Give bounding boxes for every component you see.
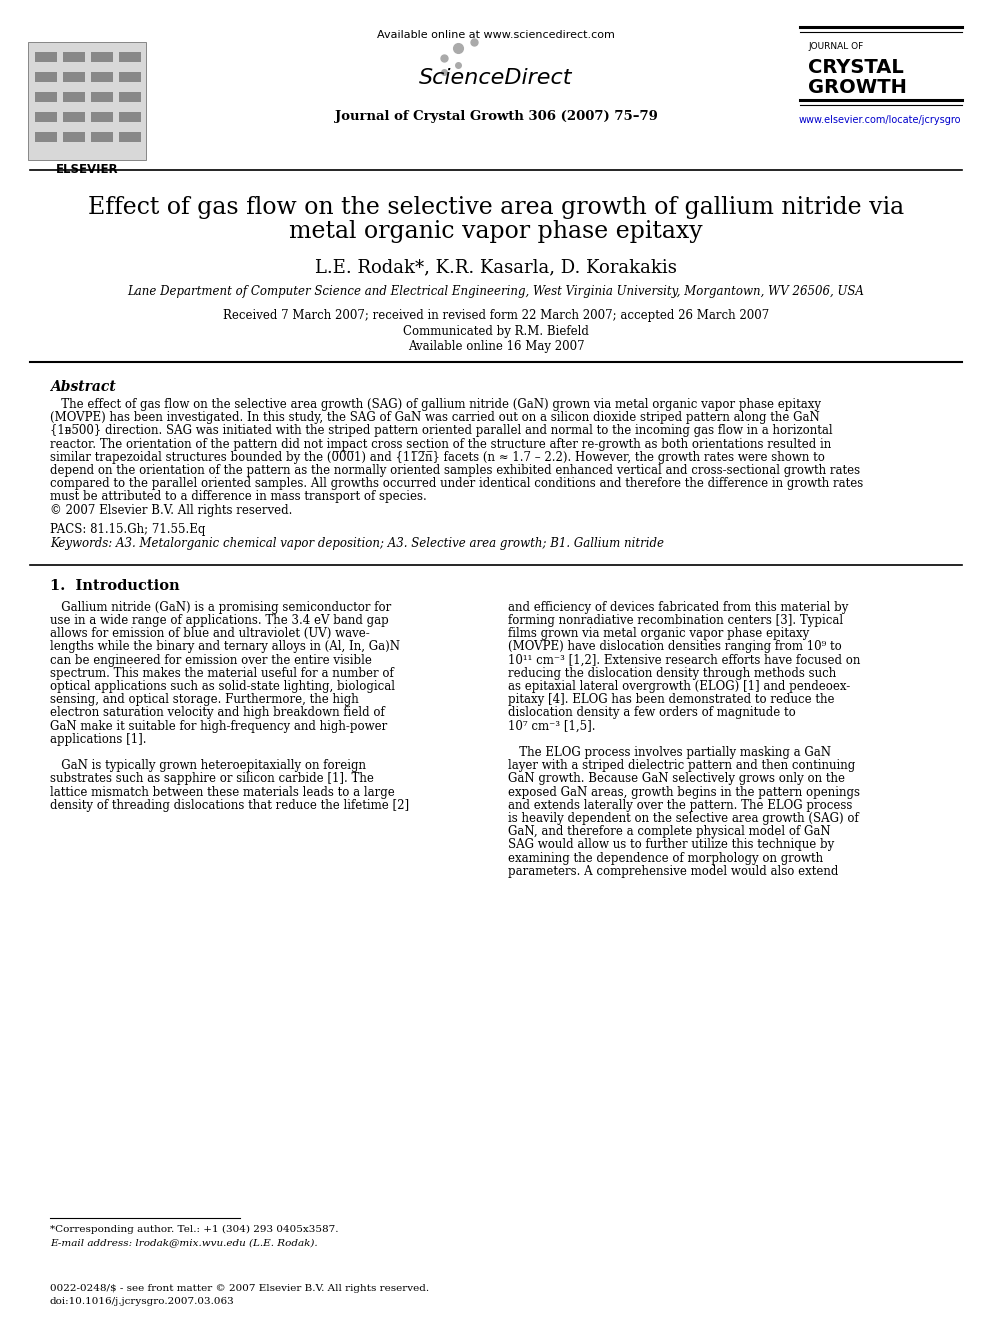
Bar — [91, 52, 113, 62]
Text: GaN make it suitable for high-frequency and high-power: GaN make it suitable for high-frequency … — [50, 720, 387, 733]
Text: as epitaxial lateral overgrowth (ELOG) [1] and pendeoex-: as epitaxial lateral overgrowth (ELOG) [… — [508, 680, 850, 693]
Text: lengths while the binary and ternary alloys in (Al, In, Ga)N: lengths while the binary and ternary all… — [50, 640, 400, 654]
Text: ELSEVIER: ELSEVIER — [56, 163, 118, 176]
Text: {1ᴃ5̅00} direction. SAG was initiated with the striped pattern oriented parallel: {1ᴃ5̅00} direction. SAG was initiated wi… — [50, 425, 832, 438]
Bar — [119, 52, 141, 62]
Text: forming nonradiative recombination centers [3]. Typical: forming nonradiative recombination cente… — [508, 614, 843, 627]
Text: GaN, and therefore a complete physical model of GaN: GaN, and therefore a complete physical m… — [508, 826, 830, 839]
Text: lattice mismatch between these materials leads to a large: lattice mismatch between these materials… — [50, 786, 395, 799]
Text: Received 7 March 2007; received in revised form 22 March 2007; accepted 26 March: Received 7 March 2007; received in revis… — [223, 310, 769, 321]
Text: GaN is typically grown heteroepitaxially on foreign: GaN is typically grown heteroepitaxially… — [50, 759, 366, 773]
Bar — [35, 93, 57, 102]
Text: Abstract: Abstract — [50, 380, 116, 394]
Text: reactor. The orientation of the pattern did not impact cross section of the stru: reactor. The orientation of the pattern … — [50, 438, 831, 451]
Bar — [35, 132, 57, 142]
Bar — [91, 112, 113, 122]
Text: spectrum. This makes the material useful for a number of: spectrum. This makes the material useful… — [50, 667, 394, 680]
Text: examining the dependence of morphology on growth: examining the dependence of morphology o… — [508, 852, 823, 865]
Text: applications [1].: applications [1]. — [50, 733, 147, 746]
Text: Available online at www.sciencedirect.com: Available online at www.sciencedirect.co… — [377, 30, 615, 40]
Text: exposed GaN areas, growth begins in the pattern openings: exposed GaN areas, growth begins in the … — [508, 786, 860, 799]
Text: Keywords: A3. Metalorganic chemical vapor deposition; A3. Selective area growth;: Keywords: A3. Metalorganic chemical vapo… — [50, 537, 664, 550]
Text: Effect of gas flow on the selective area growth of gallium nitride via: Effect of gas flow on the selective area… — [88, 196, 904, 220]
Bar — [35, 52, 57, 62]
Text: use in a wide range of applications. The 3.4 eV band gap: use in a wide range of applications. The… — [50, 614, 389, 627]
Text: GROWTH: GROWTH — [808, 78, 907, 97]
Bar — [63, 112, 85, 122]
Bar — [35, 71, 57, 82]
Text: allows for emission of blue and ultraviolet (UV) wave-: allows for emission of blue and ultravio… — [50, 627, 370, 640]
Text: depend on the orientation of the pattern as the normally oriented samples exhibi: depend on the orientation of the pattern… — [50, 464, 860, 478]
Text: doi:10.1016/j.jcrysgro.2007.03.063: doi:10.1016/j.jcrysgro.2007.03.063 — [50, 1297, 235, 1306]
Text: and efficiency of devices fabricated from this material by: and efficiency of devices fabricated fro… — [508, 601, 848, 614]
Text: 1.  Introduction: 1. Introduction — [50, 578, 180, 593]
Text: must be attributed to a difference in mass transport of species.: must be attributed to a difference in ma… — [50, 491, 427, 503]
Bar — [119, 132, 141, 142]
Bar — [63, 52, 85, 62]
Text: Communicated by R.M. Biefeld: Communicated by R.M. Biefeld — [403, 325, 589, 337]
Text: pitaxy [4]. ELOG has been demonstrated to reduce the: pitaxy [4]. ELOG has been demonstrated t… — [508, 693, 834, 706]
Text: JOURNAL OF: JOURNAL OF — [808, 42, 863, 52]
Text: is heavily dependent on the selective area growth (SAG) of: is heavily dependent on the selective ar… — [508, 812, 859, 826]
Text: reducing the dislocation density through methods such: reducing the dislocation density through… — [508, 667, 836, 680]
Bar — [28, 42, 146, 160]
Text: can be engineered for emission over the entire visible: can be engineered for emission over the … — [50, 654, 372, 667]
Text: © 2007 Elsevier B.V. All rights reserved.: © 2007 Elsevier B.V. All rights reserved… — [50, 504, 293, 516]
Text: and extends laterally over the pattern. The ELOG process: and extends laterally over the pattern. … — [508, 799, 852, 812]
Text: layer with a striped dielectric pattern and then continuing: layer with a striped dielectric pattern … — [508, 759, 855, 773]
Bar — [63, 93, 85, 102]
Text: density of threading dislocations that reduce the lifetime [2]: density of threading dislocations that r… — [50, 799, 409, 812]
Text: 0022-0248/$ - see front matter © 2007 Elsevier B.V. All rights reserved.: 0022-0248/$ - see front matter © 2007 El… — [50, 1285, 430, 1293]
Bar — [63, 71, 85, 82]
Text: PACS: 81.15.Gh; 71.55.Eq: PACS: 81.15.Gh; 71.55.Eq — [50, 523, 205, 536]
Text: SAG would allow us to further utilize this technique by: SAG would allow us to further utilize th… — [508, 839, 834, 852]
Bar — [91, 132, 113, 142]
Text: parameters. A comprehensive model would also extend: parameters. A comprehensive model would … — [508, 865, 838, 877]
Bar — [63, 132, 85, 142]
Text: metal organic vapor phase epitaxy: metal organic vapor phase epitaxy — [290, 220, 702, 243]
Bar — [119, 112, 141, 122]
Text: Gallium nitride (GaN) is a promising semiconductor for: Gallium nitride (GaN) is a promising sem… — [50, 601, 391, 614]
Text: films grown via metal organic vapor phase epitaxy: films grown via metal organic vapor phas… — [508, 627, 809, 640]
Text: Lane Department of Computer Science and Electrical Engineering, West Virginia Un: Lane Department of Computer Science and … — [128, 284, 864, 298]
Text: dislocation density a few orders of magnitude to: dislocation density a few orders of magn… — [508, 706, 796, 720]
Text: (MOVPE) has been investigated. In this study, the SAG of GaN was carried out on : (MOVPE) has been investigated. In this s… — [50, 411, 819, 425]
Text: substrates such as sapphire or silicon carbide [1]. The: substrates such as sapphire or silicon c… — [50, 773, 374, 786]
Text: 10⁷ cm⁻³ [1,5].: 10⁷ cm⁻³ [1,5]. — [508, 720, 595, 733]
Text: The ELOG process involves partially masking a GaN: The ELOG process involves partially mask… — [508, 746, 831, 759]
Text: ScienceDirect: ScienceDirect — [420, 67, 572, 89]
Text: sensing, and optical storage. Furthermore, the high: sensing, and optical storage. Furthermor… — [50, 693, 359, 706]
Text: *Corresponding author. Tel.: +1 (304) 293 0405x3587.: *Corresponding author. Tel.: +1 (304) 29… — [50, 1225, 338, 1234]
Bar — [119, 71, 141, 82]
Text: optical applications such as solid-state lighting, biological: optical applications such as solid-state… — [50, 680, 395, 693]
Text: E-mail address: lrodak@mix.wvu.edu (L.E. Rodak).: E-mail address: lrodak@mix.wvu.edu (L.E.… — [50, 1238, 317, 1248]
Text: Journal of Crystal Growth 306 (2007) 75–79: Journal of Crystal Growth 306 (2007) 75–… — [334, 110, 658, 123]
Bar — [91, 71, 113, 82]
Text: Available online 16 May 2007: Available online 16 May 2007 — [408, 340, 584, 353]
Text: L.E. Rodak*, K.R. Kasarla, D. Korakakis: L.E. Rodak*, K.R. Kasarla, D. Korakakis — [315, 258, 677, 277]
Text: www.elsevier.com/locate/jcrysgro: www.elsevier.com/locate/jcrysgro — [799, 115, 961, 124]
Text: (MOVPE) have dislocation densities ranging from 10⁹ to: (MOVPE) have dislocation densities rangi… — [508, 640, 842, 654]
Text: GaN growth. Because GaN selectively grows only on the: GaN growth. Because GaN selectively grow… — [508, 773, 845, 786]
Bar — [91, 93, 113, 102]
Text: The effect of gas flow on the selective area growth (SAG) of gallium nitride (Ga: The effect of gas flow on the selective … — [50, 398, 821, 411]
Text: 10¹¹ cm⁻³ [1,2]. Extensive research efforts have focused on: 10¹¹ cm⁻³ [1,2]. Extensive research effo… — [508, 654, 860, 667]
Text: CRYSTAL: CRYSTAL — [808, 58, 904, 77]
Bar — [35, 112, 57, 122]
Text: similar trapezoidal structures bounded by the (0̅0̅0̅1) and {11̅2̅n̅} facets (n : similar trapezoidal structures bounded b… — [50, 451, 825, 464]
Text: compared to the parallel oriented samples. All growths occurred under identical : compared to the parallel oriented sample… — [50, 478, 863, 491]
Bar — [119, 93, 141, 102]
Text: electron saturation velocity and high breakdown field of: electron saturation velocity and high br… — [50, 706, 385, 720]
